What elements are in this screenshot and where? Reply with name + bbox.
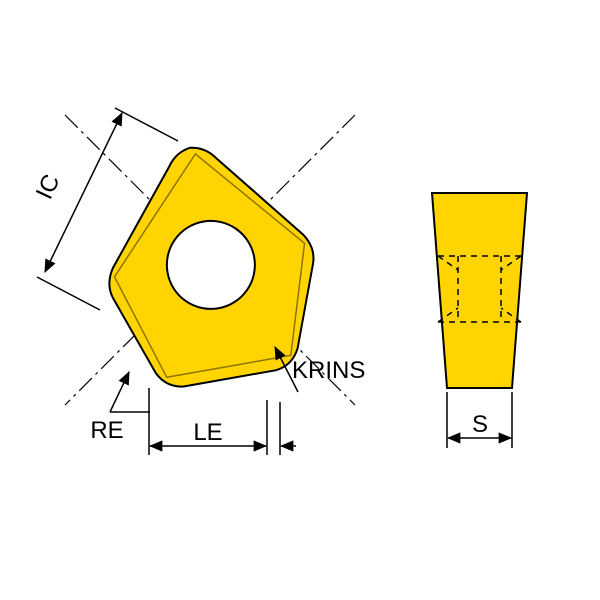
label-re: RE — [90, 417, 123, 444]
side-view: S — [432, 193, 527, 448]
dim-re: RE — [90, 372, 150, 444]
diagram-canvas: IC RE KRINS LE — [0, 0, 600, 600]
side-profile — [432, 193, 527, 388]
label-ic: IC — [31, 170, 66, 203]
label-krins: KRINS — [292, 357, 365, 384]
label-s: S — [472, 411, 488, 438]
label-le: LE — [193, 419, 222, 446]
dim-le: LE — [149, 388, 296, 455]
front-view: IC RE KRINS LE — [31, 108, 365, 455]
dim-s: S — [447, 392, 512, 448]
